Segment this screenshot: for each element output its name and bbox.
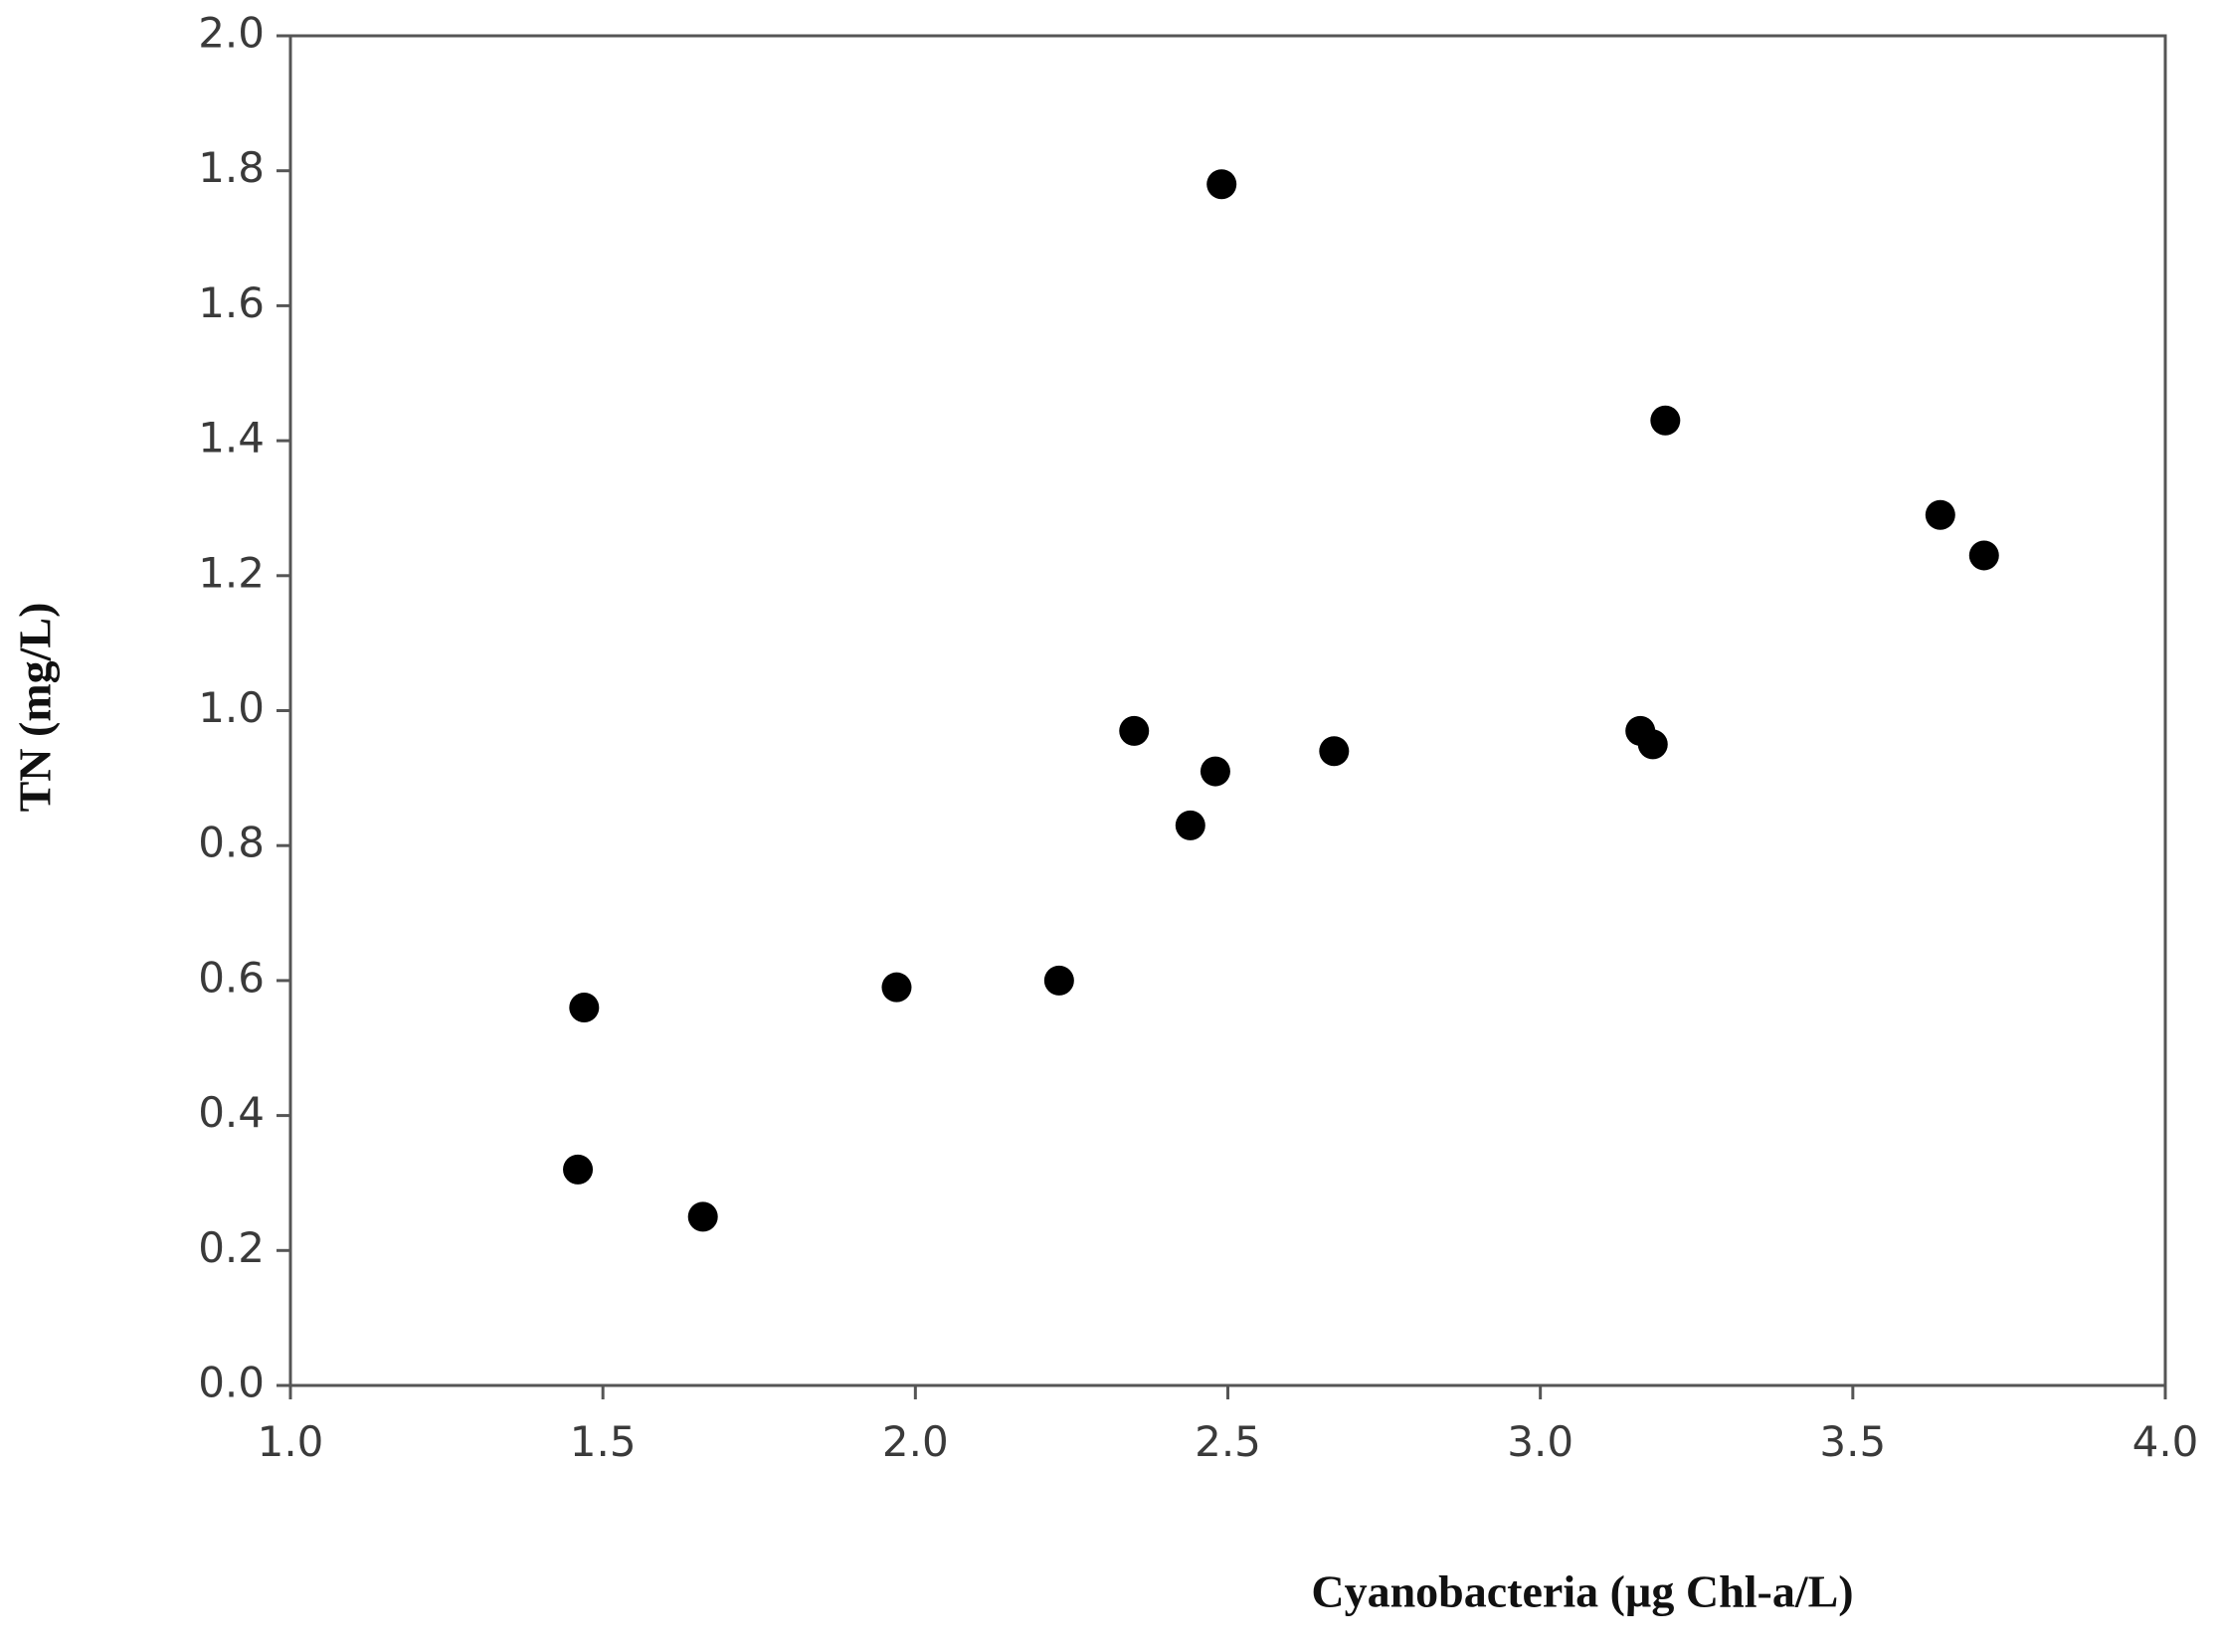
x-tick-label: 1.5 [570,1417,637,1466]
point [1175,810,1205,840]
y-tick-label: 1.0 [198,683,265,732]
point [881,972,912,1003]
y-tick-label: 1.4 [198,414,265,462]
y-tick-label: 0.8 [198,819,265,867]
x-tick-label: 1.0 [258,1417,324,1466]
y-axis-title: TN (mg/L) [10,603,61,813]
point [1968,540,1999,571]
point [1925,499,1955,530]
y-tick-label: 0.6 [198,953,265,1002]
y-tick-label: 2.0 [198,9,265,58]
x-axis-title: Cyanobacteria (µg Chl-a/L) [1311,1566,1853,1617]
x-tick-label: 4.0 [2132,1417,2199,1466]
point [1637,729,1668,760]
y-tick-label: 0.4 [198,1088,265,1137]
point [1206,169,1237,200]
point [687,1201,718,1232]
point [563,1154,594,1185]
point [1119,715,1150,746]
y-tick-label: 1.8 [198,143,265,192]
point [569,993,600,1023]
x-tick-label: 2.0 [882,1417,949,1466]
point [1200,756,1230,787]
x-tick-label: 3.5 [1819,1417,1886,1466]
y-tick-label: 1.6 [198,278,265,327]
point [1043,965,1074,996]
point [1650,405,1681,436]
point [1319,736,1350,767]
x-tick-label: 2.5 [1195,1417,1261,1466]
y-tick-label: 0.2 [198,1223,265,1272]
y-tick-label: 1.2 [198,548,265,597]
x-tick-label: 3.0 [1507,1417,1573,1466]
y-tick-label: 0.0 [198,1359,265,1407]
